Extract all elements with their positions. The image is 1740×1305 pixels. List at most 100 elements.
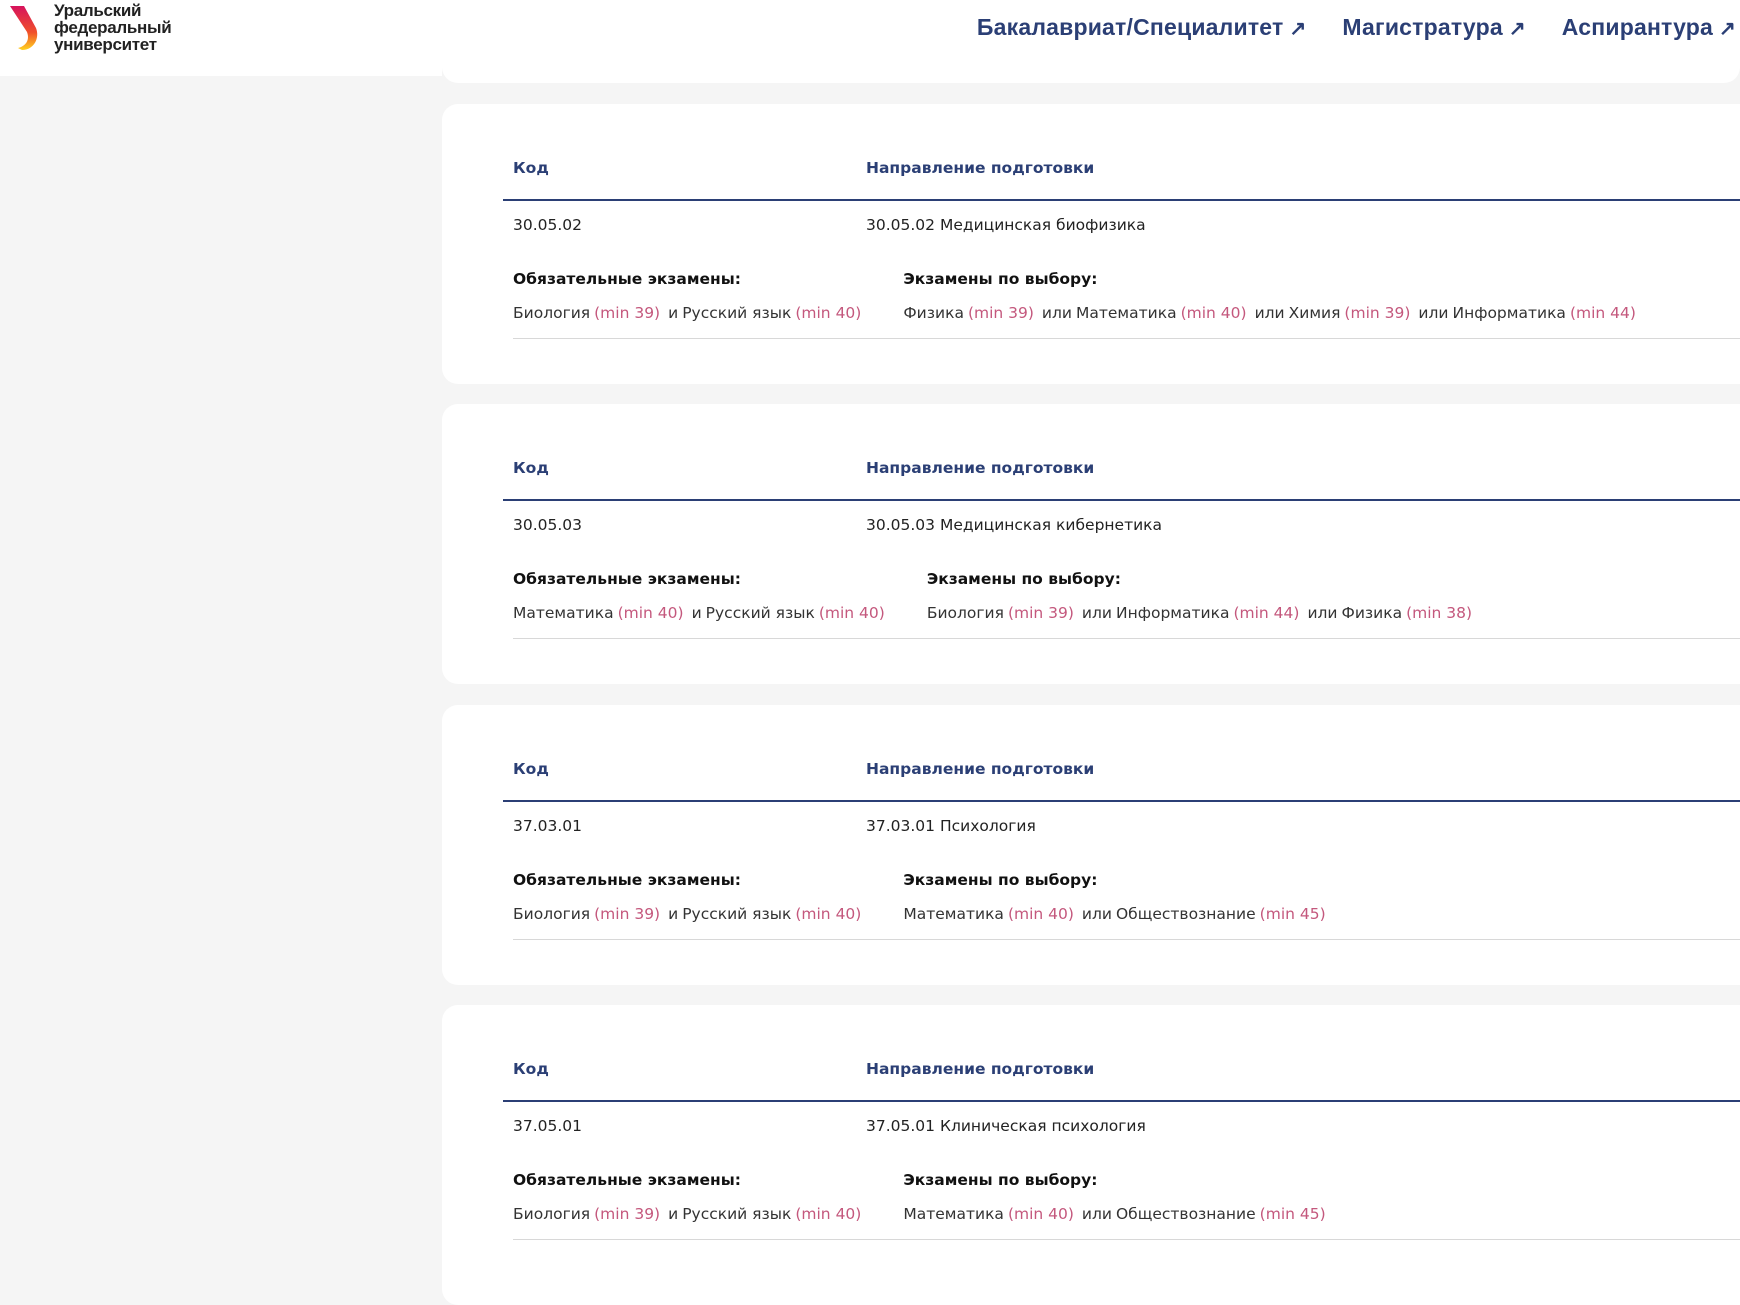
nav-bachelor-link[interactable]: Бакалавриат/Специалитет ↗ [977,14,1307,41]
exam-subject: Химия [1288,304,1341,322]
conjunction: или [1081,604,1112,622]
min-score: (min 45) [1259,1205,1326,1223]
column-header-direction: Направление подготовки [866,1060,1095,1078]
optional-exams: Экзамены по выбору: Биология (min 39) или Ин… [927,570,1472,622]
min-score: (min 39) [1344,304,1411,322]
logo-line: федеральный [54,18,172,37]
urfu-logo[interactable]: Уральский федеральный университет [8,1,172,54]
program-code: 30.05.03 [513,516,583,534]
min-score: (min 40) [1007,1205,1074,1223]
table-header: Код Направление подготовки [503,459,1740,501]
column-header-direction: Направление подготовки [866,459,1095,477]
conjunction: или [1081,905,1112,923]
header-nav-area: Бакалавриат/Специалитет ↗ Магистратура ↗ А… [442,0,1740,83]
min-score: (min 45) [1259,905,1326,923]
optional-exams: Экзамены по выбору: Физика (min 39) или Мате… [903,270,1636,322]
conjunction: и [668,1205,679,1223]
exam-subject: Биология [513,1205,591,1223]
mandatory-exams-list: Биология (min 39) и Русский язык (min 40) [513,1205,861,1223]
exam-subject: Физика [1341,604,1403,622]
min-score: (min 40) [818,604,885,622]
exams-section: Обязательные экзамены: Биология (min 39) и Р… [513,871,1740,940]
table-row: 30.05.02 30.05.02 Медицинская биофизика [513,216,1740,234]
optional-exams-title: Экзамены по выбору: [926,570,1121,588]
exams-section: Обязательные экзамены: Математика (min 40)… [513,570,1740,639]
mandatory-exams-title: Обязательные экзамены: [513,570,741,588]
min-score: (min 39) [594,905,661,923]
mandatory-exams-title: Обязательные экзамены: [513,871,741,889]
mandatory-exams: Обязательные экзамены: Математика (min 40)… [513,570,885,622]
min-score: (min 40) [795,304,862,322]
program-card: Код Направление подготовки 30.05.03 30.05.0… [442,404,1740,684]
column-header-direction: Направление подготовки [866,159,1095,177]
arrow-up-right-icon: ↗ [1719,18,1736,40]
conjunction: или [1041,304,1072,322]
table-header: Код Направление подготовки [503,1060,1740,1102]
column-header-code: Код [513,760,549,778]
optional-exams-list: Физика (min 39) или Математика (min 40) или Хи… [903,304,1636,322]
program-direction[interactable]: 30.05.02 Медицинская биофизика [866,216,1146,234]
min-score: (min 44) [1233,604,1300,622]
exam-subject: Математика [903,1205,1004,1223]
exams-section: Обязательные экзамены: Биология (min 39) и Р… [513,1171,1740,1240]
mandatory-exams-list: Биология (min 39) и Русский язык (min 40) [513,304,861,322]
optional-exams-title: Экзамены по выбору: [903,871,1098,889]
min-score: (min 40) [617,604,684,622]
exams-section: Обязательные экзамены: Биология (min 39) и Р… [513,270,1740,339]
exam-subject: Математика [513,604,614,622]
mandatory-exams-list: Биология (min 39) и Русский язык (min 40) [513,905,861,923]
program-code: 37.05.01 [513,1117,583,1135]
optional-exams: Экзамены по выбору: Математика (min 40) или… [903,871,1325,923]
table-row: 37.03.01 37.03.01 Психология [513,817,1740,835]
optional-exams-title: Экзамены по выбору: [903,1171,1098,1189]
column-header-direction: Направление подготовки [866,760,1095,778]
table-header: Код Направление подготовки [503,159,1740,201]
mandatory-exams-list: Математика (min 40) и Русский язык (min 40) [513,604,885,622]
program-direction[interactable]: 37.03.01 Психология [866,817,1036,835]
program-card: Код Направление подготовки 37.05.01 37.05.0… [442,1005,1740,1305]
min-score: (min 39) [594,304,661,322]
optional-exams-list: Математика (min 40) или Обществознание (min … [903,1205,1325,1223]
exam-subject: Биология [926,604,1004,622]
main-nav: Бакалавриат/Специалитет ↗ Магистратура ↗ А… [977,14,1736,41]
mandatory-exams: Обязательные экзамены: Биология (min 39) и Р… [513,1171,861,1223]
conjunction: и [668,905,679,923]
program-code: 30.05.02 [513,216,583,234]
program-direction[interactable]: 30.05.03 Медицинская кибернетика [866,516,1163,534]
program-card: Код Направление подготовки 30.05.02 30.05.0… [442,104,1740,384]
optional-exams: Экзамены по выбору: Математика (min 40) или… [903,1171,1325,1223]
mandatory-exams-title: Обязательные экзамены: [513,1171,741,1189]
nav-phd-link[interactable]: Аспирантура ↗ [1562,14,1736,41]
exam-subject: Математика [903,905,1004,923]
min-score: (min 40) [1180,304,1247,322]
logo-mark-icon [10,6,38,50]
site-header: Уральский федеральный университет [0,0,442,76]
program-direction[interactable]: 37.05.01 Клиническая психология [866,1117,1146,1135]
column-header-code: Код [513,159,549,177]
exam-subject: Русский язык [682,1205,792,1223]
mandatory-exams: Обязательные экзамены: Биология (min 39) и Р… [513,871,861,923]
logo-line: университет [54,35,157,54]
program-card: Код Направление подготовки 37.03.01 37.03.0… [442,705,1740,985]
arrow-up-right-icon: ↗ [1508,18,1526,40]
min-score: (min 40) [795,1205,862,1223]
conjunction: или [1307,604,1338,622]
min-score: (min 39) [594,1205,661,1223]
nav-label: Магистратура [1342,14,1503,40]
exam-subject: Биология [513,905,591,923]
conjunction: или [1418,304,1449,322]
logo-text: Уральский федеральный университет [54,1,172,54]
conjunction: и [668,304,679,322]
column-header-code: Код [513,459,549,477]
optional-exams-list: Биология (min 39) или Информатика (min 44) ил… [927,604,1472,622]
logo-line: Уральский [54,1,142,20]
min-score: (min 40) [1007,905,1074,923]
min-score: (min 44) [1569,304,1636,322]
mandatory-exams: Обязательные экзамены: Биология (min 39) и Р… [513,270,861,322]
exam-subject: Информатика [1115,604,1230,622]
conjunction: и [691,604,702,622]
nav-label: Аспирантура [1561,14,1714,40]
table-row: 37.05.01 37.05.01 Клиническая психология [513,1117,1740,1135]
nav-master-link[interactable]: Магистратура ↗ [1342,14,1525,41]
mandatory-exams-title: Обязательные экзамены: [513,270,741,288]
